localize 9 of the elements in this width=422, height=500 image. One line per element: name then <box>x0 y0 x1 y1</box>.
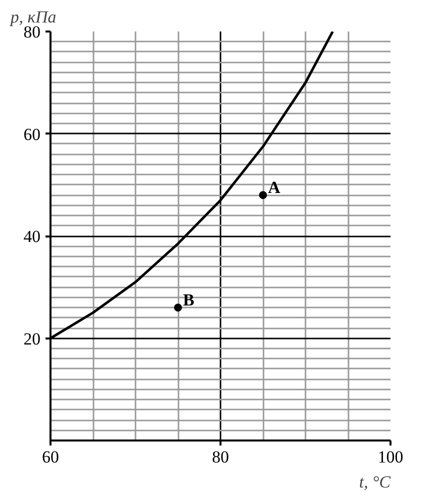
x-tick-label: 80 <box>212 448 229 466</box>
x-tick-label: 100 <box>378 448 404 466</box>
series-label: A <box>268 178 281 198</box>
y-tick-label: 20 <box>24 329 40 348</box>
y-tick-label: 40 <box>24 227 40 246</box>
x-axis-title: t, °C <box>359 472 392 492</box>
x-tick-label: 60 <box>42 448 59 466</box>
series-label: B <box>183 290 194 310</box>
y-tick-label: 60 <box>24 124 40 144</box>
